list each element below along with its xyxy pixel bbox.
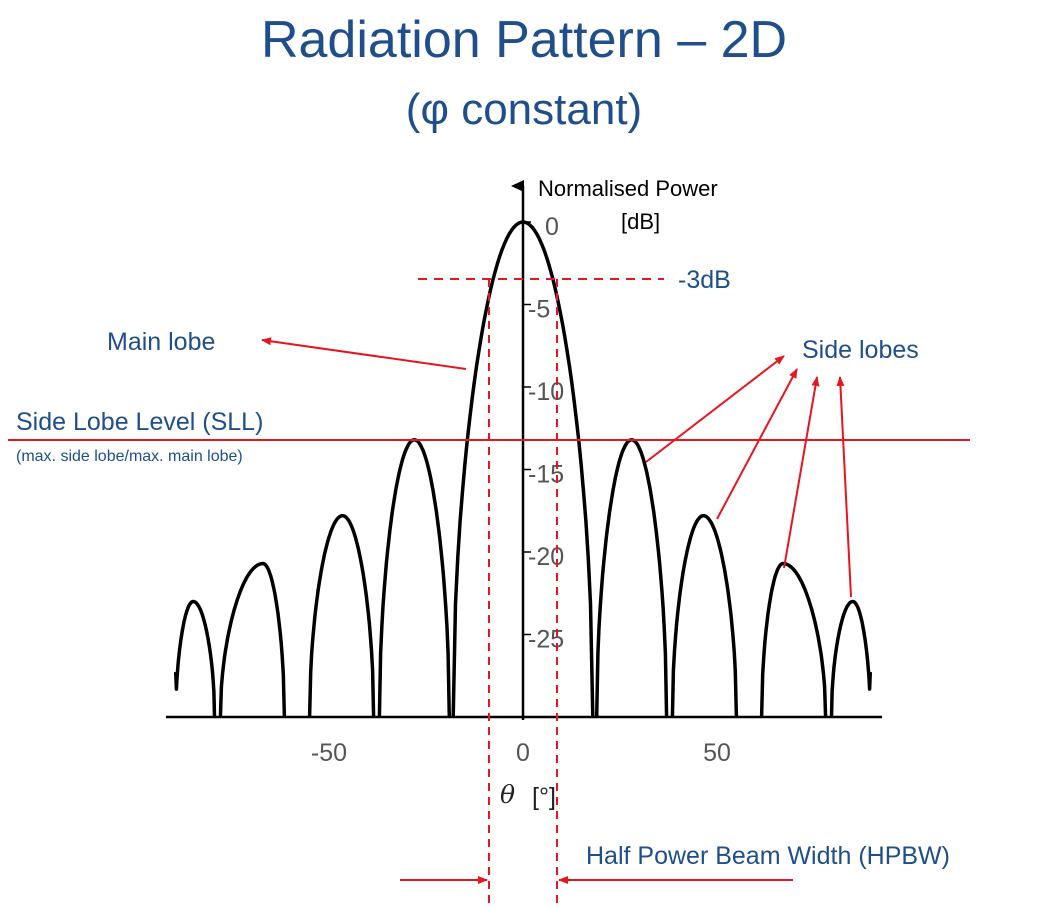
side-lobe-curve [218,561,287,718]
side-lobe-curve [759,561,828,718]
sll-subtitle: (max. side lobe/max. main lobe) [16,448,243,465]
y-tick-label: 0 [545,213,559,241]
side-lobe-curve [377,438,452,718]
y-tick-label: -25 [528,626,564,654]
side-lobe-curve [670,513,739,718]
y-tick-label: -15 [528,461,564,489]
y-tick-label: -10 [528,378,564,406]
y-axis-label-line2: [dB] [621,209,660,234]
slide-title: Radiation Pattern – 2D [260,11,788,69]
x-tick-label: 0 [516,739,530,767]
x-axis-unit: [°] [532,783,556,811]
main-lobe-arrow [261,337,467,370]
side-lobe-arrow-2 [716,368,798,520]
side-lobe-curve [173,599,217,718]
sll-title: Side Lobe Level (SLL) [16,408,263,436]
slide-subtitle: (φ constant) [405,85,643,134]
side-lobe-arrow-3 [783,376,820,569]
x-axis-ticks: -50 0 50 [311,739,731,767]
x-tick-label: 50 [703,739,731,767]
y-axis-ticks: 0 -5 -10 -15 -20 -25 [523,213,564,654]
x-tick-label: -50 [311,739,347,767]
main-lobe-label: Main lobe [107,328,215,356]
main-lobe-curve [451,220,595,718]
hpbw-label: Half Power Beam Width (HPBW) [586,842,950,870]
side-lobes-label: Side lobes [802,336,919,364]
y-tick-label: -5 [528,296,550,324]
x-axis-symbol: θ [500,780,515,809]
side-lobe-curve [307,513,376,718]
side-lobe-curve [829,599,873,718]
y-tick-label: -20 [528,543,564,571]
side-lobe-arrow-4 [836,376,852,598]
y-axis-label-line1: Normalised Power [538,176,718,201]
side-lobe-curve [594,438,669,718]
minus-3db-label: -3dB [678,266,731,294]
side-lobe-arrow-1 [645,355,785,463]
